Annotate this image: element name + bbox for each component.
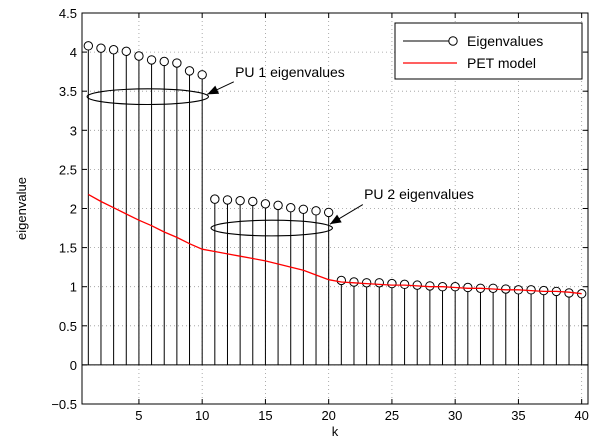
eigenvalue-marker <box>286 203 296 213</box>
eigenvalue-marker <box>399 279 410 290</box>
eigenvalue-marker <box>260 199 271 209</box>
pet-model-series <box>87 193 582 295</box>
x-tick-label: 40 <box>574 408 588 423</box>
y-tick-label: −0.5 <box>51 397 77 412</box>
eigenvalue-marker <box>172 58 182 68</box>
eigenvalue-marker <box>159 56 169 67</box>
y-tick-label: 0 <box>70 358 77 373</box>
eigenvalue-marker <box>96 43 106 53</box>
y-tick-label: 1 <box>70 280 77 295</box>
y-axis-label: eigenvalue <box>14 177 29 240</box>
annotation-arrow-head <box>329 214 342 225</box>
y-tick-label: 2.5 <box>59 162 77 177</box>
pet-model-line <box>87 193 582 295</box>
eigenvalue-marker <box>108 45 119 55</box>
y-tick-label: 3.5 <box>59 84 77 99</box>
annotation-ellipse <box>210 219 334 237</box>
eigenvalue-marker <box>311 206 321 216</box>
eigenvalue-marker <box>248 196 258 207</box>
x-tick-label: 15 <box>258 408 272 423</box>
eigenvalue-marker <box>374 278 384 288</box>
legend-eigenvalues-marker <box>448 36 458 46</box>
y-tick-label: 2 <box>70 202 77 217</box>
eigenvalue-marker <box>222 195 233 205</box>
eigenvalue-marker <box>387 278 397 289</box>
eigenvalue-marker <box>235 195 245 206</box>
annotations: PU 1 eigenvalues PU 2 eigenvalues <box>86 64 474 237</box>
annotation-label: PU 1 eigenvalues <box>235 64 345 80</box>
eigenvalue-marker <box>134 51 144 61</box>
y-tick-label: 4.5 <box>59 6 77 21</box>
eigenvalue-marker <box>336 275 347 286</box>
eigenvalue-marker <box>197 70 207 80</box>
legend-pet-label: PET model <box>467 55 536 71</box>
eigenvalue-marker <box>323 207 334 218</box>
annotation-arrow-head <box>207 85 220 95</box>
legend-box <box>394 22 583 80</box>
x-tick-label: 20 <box>321 408 335 423</box>
eigenvalue-marker <box>121 46 131 57</box>
x-tick-label: 30 <box>448 408 462 423</box>
y-tick-label: 4 <box>70 45 77 60</box>
annotation-label: PU 2 eigenvalues <box>364 186 474 202</box>
eigenvalue-marker <box>146 55 157 65</box>
y-tick-label: 1.5 <box>59 241 77 256</box>
eigenvalue-marker <box>184 66 195 76</box>
y-tick-label: 3 <box>70 123 77 138</box>
x-axis-label: k <box>332 424 339 439</box>
y-tick-label: 0.5 <box>59 319 77 334</box>
eigenvalue-marker <box>273 200 283 211</box>
eigenvalue-marker <box>210 194 220 204</box>
x-tick-label: 10 <box>195 408 209 423</box>
eigenvalue-marker <box>83 41 94 51</box>
annotation-ellipse <box>86 88 210 106</box>
legend: Eigenvalues PET model <box>394 22 583 80</box>
legend-eigenvalues-label: Eigenvalues <box>467 33 543 49</box>
x-tick-label: 25 <box>385 408 399 423</box>
x-tick-label: 5 <box>135 408 142 423</box>
axes: 5 10 15 20 25 30 35 40 −0.5 0 0.5 1 1.5 2 2.5 3 3.5 4 4.5 k… <box>14 6 589 439</box>
x-tick-label: 35 <box>511 408 525 423</box>
eigenvalue-marker <box>298 204 309 214</box>
